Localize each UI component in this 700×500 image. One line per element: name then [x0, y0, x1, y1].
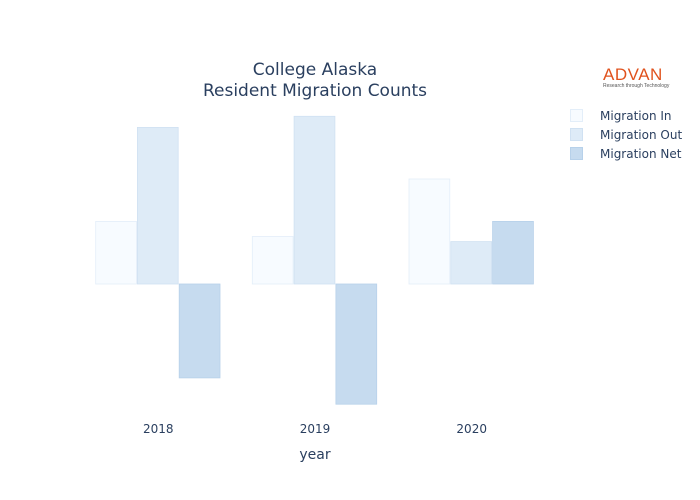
legend-label: Migration Out	[600, 127, 683, 142]
advan-logo: ADVAN Research through Technology	[603, 66, 673, 89]
chart-title-line-1: College Alaska	[252, 60, 378, 80]
legend-item-migration-out[interactable]: Migration Out	[570, 125, 682, 144]
legend-item-migration-net[interactable]: Migration Net	[570, 144, 682, 163]
logo-text: ADVAN	[603, 65, 663, 84]
bar-migration-in-2019	[251, 236, 294, 285]
legend: Migration In Migration Out Migration Net	[570, 106, 682, 163]
legend-swatch	[570, 128, 583, 141]
legend-item-migration-in[interactable]: Migration In	[570, 106, 682, 125]
legend-label: Migration Net	[600, 146, 682, 161]
chart-title-line-2: Resident Migration Counts	[202, 81, 428, 101]
bar-migration-net-2018	[178, 283, 221, 379]
bars-group	[95, 115, 534, 405]
legend-label: Migration In	[600, 108, 672, 123]
bar-migration-out-2020	[450, 241, 492, 285]
bar-migration-in-2020	[408, 178, 451, 285]
bar-migration-out-2018	[136, 127, 179, 285]
bar-migration-out-2019	[293, 115, 336, 285]
bar-migration-in-2018	[95, 220, 137, 285]
x-tick-label-2020: 2020	[456, 422, 487, 436]
logo-tagline: Research through Technology	[603, 83, 670, 89]
x-tick-label-2018: 2018	[143, 422, 174, 436]
x-tick-label-2019: 2019	[300, 422, 331, 436]
legend-swatch	[570, 109, 583, 122]
x-tick-labels: 2018 2019 2020	[143, 422, 487, 436]
bar-migration-net-2020	[492, 220, 534, 285]
bar-migration-net-2019	[335, 283, 378, 405]
x-axis-title: year	[299, 447, 331, 463]
legend-swatch	[570, 147, 583, 160]
